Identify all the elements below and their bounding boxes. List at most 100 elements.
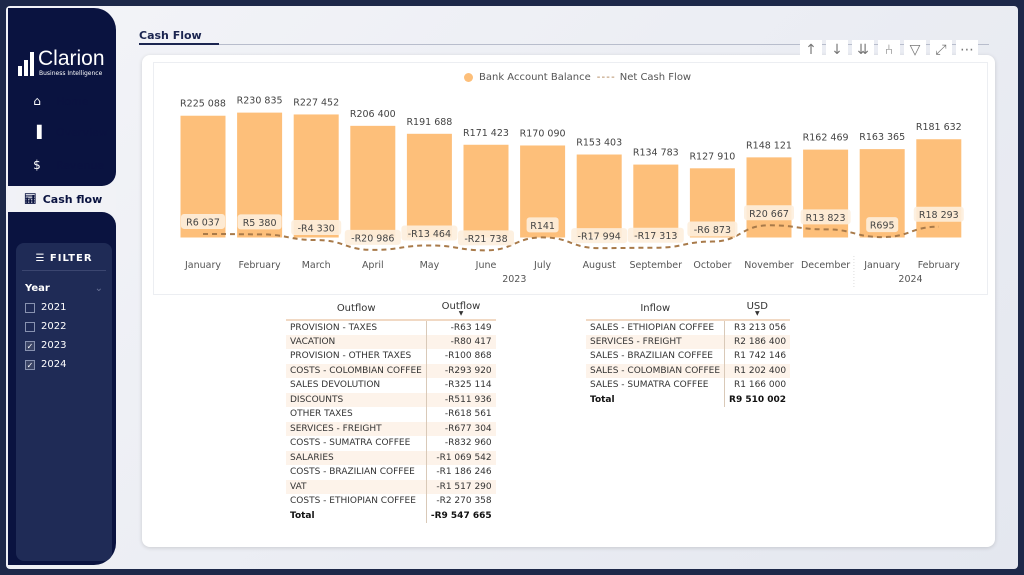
line-data-label: R5 380 bbox=[243, 218, 277, 229]
table-row[interactable]: COSTS - SUMATRA COFFEE -R832 960 bbox=[286, 436, 496, 451]
table-row[interactable]: SERVICES - FREIGHT R2 186 400 bbox=[586, 334, 791, 349]
column-header[interactable]: Outflow bbox=[286, 298, 427, 321]
category-cell: PROVISION - OTHER TAXES bbox=[290, 351, 412, 362]
category-cell: COSTS - COLOMBIAN COFFEE bbox=[286, 363, 427, 378]
table-row[interactable]: COSTS - ETHIOPIAN COFFEE -R2 270 358 bbox=[286, 494, 496, 509]
category-cell: DISCOUNTS bbox=[286, 392, 427, 407]
balance-bar[interactable] bbox=[293, 114, 339, 238]
nav-label: Revenue bbox=[56, 158, 104, 172]
table-row[interactable]: SALARIES -R1 069 542 bbox=[286, 450, 496, 465]
table-row[interactable]: VAT -R1 517 290 bbox=[286, 479, 496, 494]
value-cell: R1 202 400 bbox=[724, 363, 791, 378]
category-cell: SERVICES - FREIGHT bbox=[586, 334, 725, 349]
category-cell: SALES - COLOMBIAN COFFEE bbox=[586, 363, 725, 378]
balance-bar[interactable] bbox=[406, 133, 452, 238]
value-cell: -R80 417 bbox=[425, 334, 496, 349]
value-cell: -R2 270 358 bbox=[425, 494, 496, 509]
table-row[interactable]: DISCOUNTS -R511 936 bbox=[286, 392, 496, 407]
value-cell: -R100 868 bbox=[425, 349, 496, 364]
x-tick-label: December bbox=[801, 260, 850, 271]
cash-flow-chart bbox=[153, 62, 988, 295]
table-row[interactable]: SALES - BRAZILIAN COFFEE R1 742 146 bbox=[586, 349, 791, 364]
year-slicer-header[interactable]: Year ⌄ bbox=[25, 283, 103, 294]
column-header-sorted[interactable]: USD ▼ bbox=[724, 298, 791, 321]
year-option-2022[interactable]: 2022 bbox=[25, 321, 112, 332]
year-option-2021[interactable]: 2021 bbox=[25, 302, 112, 313]
checkbox[interactable] bbox=[25, 321, 35, 332]
balance-bar[interactable] bbox=[746, 157, 792, 238]
value-cell: -R293 920 bbox=[425, 363, 496, 378]
balance-bar[interactable] bbox=[463, 144, 509, 238]
line-data-label: -R6 873 bbox=[694, 225, 731, 236]
checkbox-checked[interactable]: ✓ bbox=[25, 340, 35, 351]
nav-overview[interactable]: ▐ Overview bbox=[30, 125, 108, 139]
x-tick-label: September bbox=[630, 260, 683, 271]
year-option-2023[interactable]: ✓ 2023 bbox=[25, 340, 112, 351]
nav-label: Overview bbox=[56, 125, 108, 139]
legend-item[interactable]: Bank Account Balance bbox=[479, 72, 591, 83]
balance-bar[interactable] bbox=[916, 139, 962, 238]
option-label: 2023 bbox=[41, 340, 67, 351]
value-cell: -R677 304 bbox=[425, 421, 496, 436]
line-label-bg bbox=[401, 225, 458, 241]
x-tick-label: February bbox=[239, 260, 281, 271]
line-label-bg bbox=[526, 217, 559, 233]
table-row[interactable]: OTHER TAXES -R618 561 bbox=[286, 407, 496, 422]
value-cell: R3 213 056 bbox=[724, 320, 791, 335]
table-row[interactable]: SALES DEVOLUTION -R325 114 bbox=[286, 378, 496, 393]
table-row[interactable]: VACATION -R80 417 bbox=[286, 334, 496, 349]
chart-legend: Bank Account Balance - - - - Net Cash Flo… bbox=[464, 72, 691, 83]
value-cell: R2 186 400 bbox=[724, 334, 791, 349]
sort-ascending-icon[interactable]: ↑ bbox=[800, 40, 822, 60]
bar-data-label: R162 469 bbox=[803, 133, 849, 144]
category-cell: PROVISION - TAXES bbox=[290, 322, 378, 333]
column-header-sorted[interactable]: Outflow ▼ bbox=[426, 298, 496, 321]
nav-cash-flow[interactable]: 📊︎ Cash flow bbox=[16, 186, 116, 212]
table-row[interactable]: SALES - COLOMBIAN COFFEE R1 202 400 bbox=[586, 363, 791, 378]
x-tick-label: June bbox=[475, 260, 497, 271]
focus-mode-icon[interactable]: ⤢ bbox=[930, 40, 952, 60]
filter-icon[interactable]: ▽ bbox=[904, 40, 926, 60]
outflow-table: Outflow Outflow ▼ PROVISION - TAXES -R63 149… bbox=[286, 298, 496, 523]
sort-descending-icon[interactable]: ↓ bbox=[826, 40, 848, 60]
table-row[interactable]: PROVISION - OTHER TAXES -R100 868 bbox=[286, 349, 496, 364]
nav-label: Cash flow bbox=[42, 192, 103, 206]
table-row[interactable]: PROVISION - TAXES -R63 149 bbox=[286, 320, 496, 335]
nav-revenue[interactable]: $ Revenue bbox=[30, 158, 104, 172]
bar-data-label: R225 088 bbox=[180, 99, 226, 110]
table-row[interactable]: COSTS - BRAZILIAN COFFEE -R1 186 246 bbox=[286, 465, 496, 480]
bar-data-label: R227 452 bbox=[293, 97, 339, 108]
table-row[interactable]: COSTS - COLOMBIAN COFFEE -R293 920 bbox=[286, 363, 496, 378]
line-data-label: R13 823 bbox=[806, 213, 846, 224]
table-row[interactable]: SALES - ETHIOPIAN COFFEE R3 213 056 bbox=[586, 320, 791, 335]
legend-item[interactable]: Net Cash Flow bbox=[619, 72, 692, 83]
more-options-icon[interactable]: ⋯ bbox=[956, 40, 978, 60]
checkbox[interactable] bbox=[25, 302, 35, 313]
bar-data-label: R134 783 bbox=[633, 148, 679, 159]
bar-data-label: R153 403 bbox=[576, 138, 622, 149]
table-row[interactable]: SALES - SUMATRA COFFEE R1 166 000 bbox=[586, 378, 791, 393]
value-cell: -R325 114 bbox=[425, 378, 496, 393]
year-option-2024[interactable]: ✓ 2024 bbox=[25, 359, 112, 370]
category-cell: SALES DEVOLUTION bbox=[290, 380, 381, 391]
bar-data-label: R230 835 bbox=[237, 96, 283, 107]
chevron-down-icon[interactable]: ⌄ bbox=[94, 283, 103, 294]
table-row[interactable]: SERVICES - FREIGHT -R677 304 bbox=[286, 421, 496, 436]
bar-data-label: R170 090 bbox=[520, 128, 566, 139]
x-tick-label: August bbox=[583, 260, 617, 271]
balance-bar[interactable] bbox=[350, 125, 396, 238]
net-cash-flow-line bbox=[202, 224, 939, 252]
expand-all-icon[interactable]: ⇊ bbox=[852, 40, 874, 60]
line-label-bg bbox=[913, 206, 964, 222]
drill-down-icon[interactable]: ⑃ bbox=[878, 40, 900, 60]
balance-bar[interactable] bbox=[576, 154, 622, 238]
line-label-bg bbox=[744, 205, 794, 221]
value-cell: -R1 069 542 bbox=[425, 450, 496, 465]
nav-home[interactable]: ⌂ Home bbox=[30, 94, 88, 108]
balance-bar[interactable] bbox=[633, 164, 679, 238]
checkbox-checked[interactable]: ✓ bbox=[25, 359, 35, 370]
x-tick-label: November bbox=[744, 260, 794, 271]
category-cell: VAT bbox=[286, 479, 427, 494]
column-header[interactable]: Inflow bbox=[586, 298, 725, 321]
line-label-bg bbox=[687, 221, 738, 237]
